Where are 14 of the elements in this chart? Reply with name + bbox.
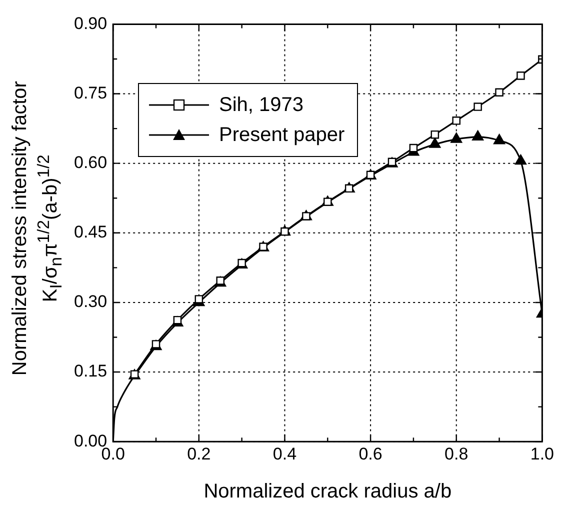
x-tick-label: 1.0 [530, 444, 554, 464]
y-tick-label: 0.45 [74, 222, 108, 242]
y-tick-label: 0.90 [74, 14, 108, 33]
x-axis-title: Normalized crack radius a/b [204, 480, 452, 503]
x-tick-label: 0.2 [187, 444, 211, 464]
y-tick-label: 0.60 [74, 153, 108, 172]
y-tick-label: 0.30 [74, 292, 108, 312]
x-tick-label: 0.6 [358, 444, 382, 464]
x-tick-label: 0.8 [444, 444, 468, 464]
y-tick-label: 0.15 [74, 362, 108, 381]
legend-label: Present paper [219, 124, 345, 146]
y-tick-label: 0.75 [74, 83, 108, 102]
legend-label: Sih, 1973 [219, 94, 304, 116]
x-tick-label: 0.4 [272, 444, 297, 464]
